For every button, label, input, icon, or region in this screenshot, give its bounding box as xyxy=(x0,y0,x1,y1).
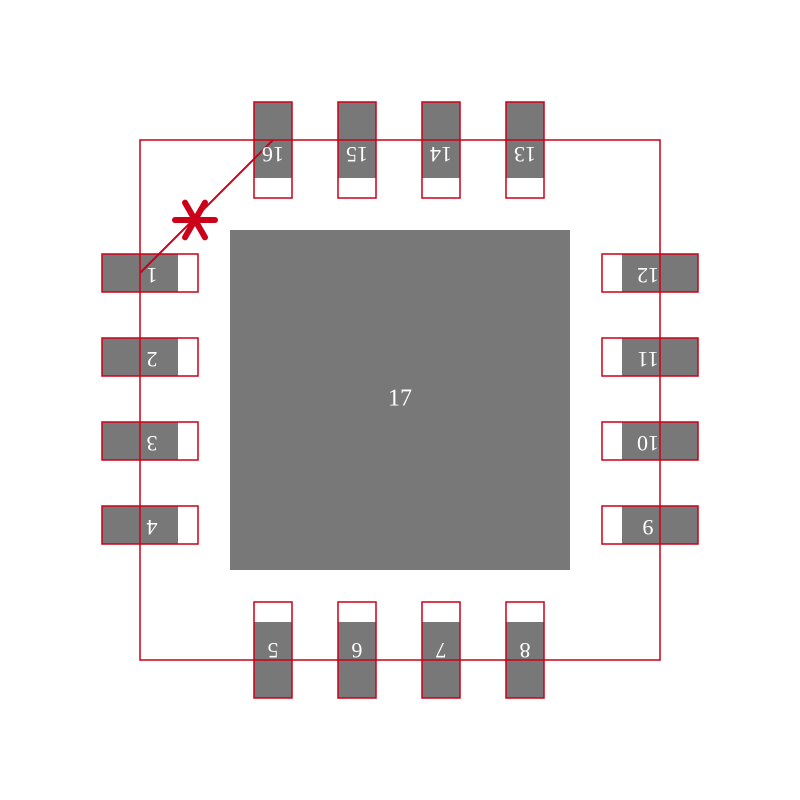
pin-13-label: 13 xyxy=(514,142,536,167)
pin-2-label: 2 xyxy=(147,347,158,372)
pin-7-label: 7 xyxy=(436,638,447,663)
pin-10-label: 10 xyxy=(637,431,659,456)
center-pad-label: 17 xyxy=(388,386,412,412)
pin-6-label: 6 xyxy=(352,638,363,663)
pin-11-label: 11 xyxy=(637,347,658,372)
pin-3-label: 3 xyxy=(147,431,158,456)
pin-16-label: 16 xyxy=(262,142,284,167)
qfn-footprint-diagram: 1712345678910111213141516 xyxy=(0,0,800,800)
pin-8-label: 8 xyxy=(520,638,531,663)
pin-5-label: 5 xyxy=(268,638,279,663)
pin-1-label: 1 xyxy=(147,263,158,288)
pin-14-label: 14 xyxy=(430,142,452,167)
pin-4-label: 4 xyxy=(147,515,158,540)
pin-9-label: 9 xyxy=(643,515,654,540)
pin-12-label: 12 xyxy=(637,263,659,288)
pin-15-label: 15 xyxy=(346,142,368,167)
